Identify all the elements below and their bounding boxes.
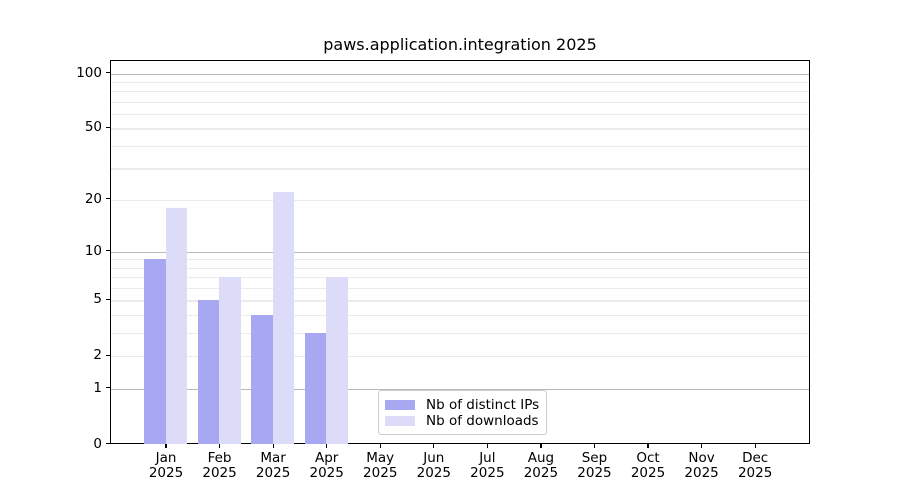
x-tick-label: Jun 2025 <box>416 449 451 481</box>
x-tick-label: Aug 2025 <box>523 449 559 481</box>
minor-gridline <box>111 315 809 317</box>
x-tick-mark <box>540 443 542 448</box>
y-tick-mark <box>105 250 110 252</box>
minor-gridline <box>111 114 809 116</box>
minor-gridline <box>111 277 809 279</box>
bar-downloads-apr <box>326 277 348 445</box>
bar-downloads-jan <box>165 207 188 445</box>
y-tick-mark <box>105 387 110 389</box>
x-tick-mark <box>701 443 703 448</box>
legend-swatch-distinct-ips <box>385 400 415 410</box>
bar-downloads-mar <box>272 192 295 445</box>
x-tick-label: Feb 2025 <box>202 449 237 481</box>
bar-ips-apr <box>304 333 327 445</box>
bar-downloads-feb <box>219 277 241 445</box>
minor-gridline <box>111 288 809 290</box>
x-tick-mark <box>486 443 489 448</box>
y-tick-label: 0 <box>93 435 102 452</box>
y-tick-mark <box>105 126 110 129</box>
y-tick-mark <box>105 198 110 200</box>
x-tick-label: Jan 2025 <box>148 449 184 481</box>
x-tick-label: Oct 2025 <box>630 449 666 481</box>
x-tick-mark <box>218 443 221 448</box>
minor-gridline <box>111 128 809 130</box>
bar-ips-feb <box>197 300 220 445</box>
legend-item-distinct-ips: Nb of distinct IPs <box>385 397 540 413</box>
minor-gridline <box>111 267 809 269</box>
legend-item-downloads: Nb of downloads <box>385 413 539 429</box>
bar-ips-mar <box>251 315 273 445</box>
minor-gridline <box>111 91 809 93</box>
x-tick-label: Sep 2025 <box>577 449 612 481</box>
y-tick-mark <box>105 298 110 301</box>
minor-gridline <box>111 81 809 83</box>
minor-gridline <box>111 300 809 302</box>
major-gridline <box>111 388 809 390</box>
y-tick-label: 20 <box>84 190 102 207</box>
x-tick-mark <box>754 443 756 448</box>
minor-gridline <box>111 168 809 170</box>
legend-label-distinct-ips: Nb of distinct IPs <box>426 397 540 413</box>
y-tick-label: 2 <box>93 347 102 364</box>
x-tick-label: Dec 2025 <box>737 449 773 481</box>
x-tick-label: Mar 2025 <box>255 449 291 481</box>
minor-gridline <box>111 259 809 261</box>
y-tick-label: 5 <box>93 291 102 308</box>
minor-gridline <box>111 199 809 201</box>
minor-gridline <box>111 333 809 335</box>
legend: Nb of distinct IPs Nb of downloads <box>378 390 547 435</box>
chart-title: paws.application.integration 2025 <box>323 35 597 54</box>
major-gridline <box>111 251 809 253</box>
x-tick-label: May 2025 <box>363 449 398 481</box>
x-tick-mark <box>593 443 596 448</box>
y-tick-label: 10 <box>84 242 102 259</box>
minor-gridline <box>111 101 809 103</box>
y-tick-label: 50 <box>84 119 102 136</box>
x-tick-label: Nov 2025 <box>684 449 719 481</box>
plot-area <box>110 60 810 445</box>
x-tick-mark <box>326 443 328 448</box>
x-tick-mark <box>647 443 649 448</box>
x-tick-mark <box>433 443 435 448</box>
y-tick-label: 100 <box>76 64 102 81</box>
x-tick-label: Jul 2025 <box>470 449 505 481</box>
x-tick-mark <box>272 443 274 448</box>
y-tick-mark <box>105 71 110 74</box>
legend-swatch-downloads <box>385 416 415 426</box>
y-tick-mark <box>105 442 110 445</box>
minor-gridline <box>111 356 809 358</box>
x-tick-label: Apr 2025 <box>309 449 344 481</box>
major-gridline <box>111 73 809 75</box>
x-tick-mark <box>379 443 381 448</box>
y-tick-label: 1 <box>93 379 102 396</box>
y-tick-mark <box>105 354 110 356</box>
x-tick-mark <box>165 443 167 448</box>
minor-gridline <box>111 145 809 148</box>
bar-ips-jan <box>144 259 166 445</box>
legend-label-downloads: Nb of downloads <box>426 413 539 429</box>
